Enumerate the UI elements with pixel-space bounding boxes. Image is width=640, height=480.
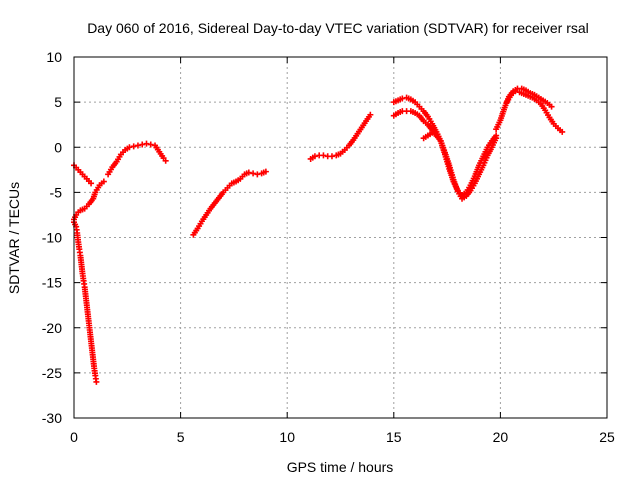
data-point (399, 95, 406, 102)
data-point (126, 144, 133, 151)
y-tick-label: -20 (42, 320, 62, 336)
y-tick-label: 10 (46, 49, 62, 65)
chart-title: Day 060 of 2016, Sidereal Day-to-day VTE… (87, 20, 589, 36)
data-point (254, 171, 261, 178)
data-point (262, 168, 269, 175)
data-point (250, 170, 257, 177)
y-axis-label: SDTVAR / TECUs (6, 182, 22, 294)
data-point (328, 153, 335, 160)
x-tick-label: 10 (279, 429, 295, 445)
data-point (134, 142, 141, 149)
data-point (512, 88, 519, 95)
data-points (71, 85, 566, 385)
data-point (130, 143, 137, 150)
data-point (548, 103, 555, 110)
x-tick-label: 15 (386, 429, 402, 445)
y-tick-label: -30 (42, 410, 62, 426)
x-axis-label: GPS time / hours (287, 459, 394, 475)
x-tick-label: 5 (177, 429, 185, 445)
x-tick-label: 20 (493, 429, 509, 445)
data-point (162, 157, 169, 164)
data-point (367, 111, 374, 118)
y-tick-label: 5 (54, 94, 62, 110)
data-point (139, 141, 146, 148)
data-point (143, 140, 150, 147)
y-tick-label: -25 (42, 365, 62, 381)
data-point (433, 131, 440, 138)
x-tick-label: 25 (599, 429, 615, 445)
y-tick-label: 0 (54, 139, 62, 155)
tick-labels: 0 5 10 15 20 25 -30 -25 -20 -15 -10 -5 0 5 10 (42, 49, 615, 445)
data-point (493, 132, 500, 139)
data-point (311, 153, 318, 160)
data-point (320, 152, 327, 159)
plot-frame (73, 56, 608, 419)
data-point (245, 169, 252, 176)
data-point (559, 128, 566, 135)
y-tick-label: -5 (50, 184, 63, 200)
data-point (147, 141, 154, 148)
data-point (100, 178, 107, 185)
data-point (93, 378, 100, 385)
y-tick-label: -10 (42, 230, 62, 246)
x-tick-label: 0 (70, 429, 78, 445)
y-tick-label: -15 (42, 275, 62, 291)
data-point (88, 180, 95, 187)
